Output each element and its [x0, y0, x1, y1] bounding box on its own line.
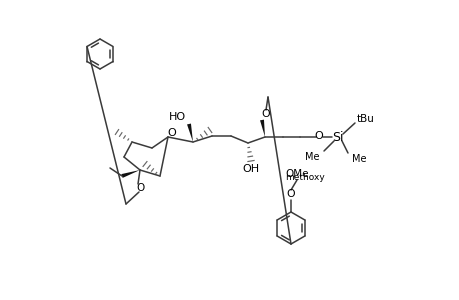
- Text: OMe: OMe: [285, 169, 308, 179]
- Text: O: O: [261, 109, 270, 119]
- Text: HO: HO: [168, 112, 185, 122]
- Text: O: O: [137, 183, 145, 193]
- Text: tBu: tBu: [356, 114, 374, 124]
- Polygon shape: [187, 124, 193, 142]
- Text: O: O: [286, 189, 295, 199]
- Text: Me: Me: [351, 154, 366, 164]
- Text: OH: OH: [242, 164, 259, 174]
- Text: Si: Si: [331, 130, 343, 143]
- Text: O: O: [314, 131, 323, 141]
- Text: Me: Me: [305, 152, 319, 162]
- Text: O: O: [167, 128, 176, 138]
- Text: methoxy: methoxy: [285, 172, 324, 182]
- Polygon shape: [121, 170, 140, 178]
- Polygon shape: [259, 120, 264, 137]
